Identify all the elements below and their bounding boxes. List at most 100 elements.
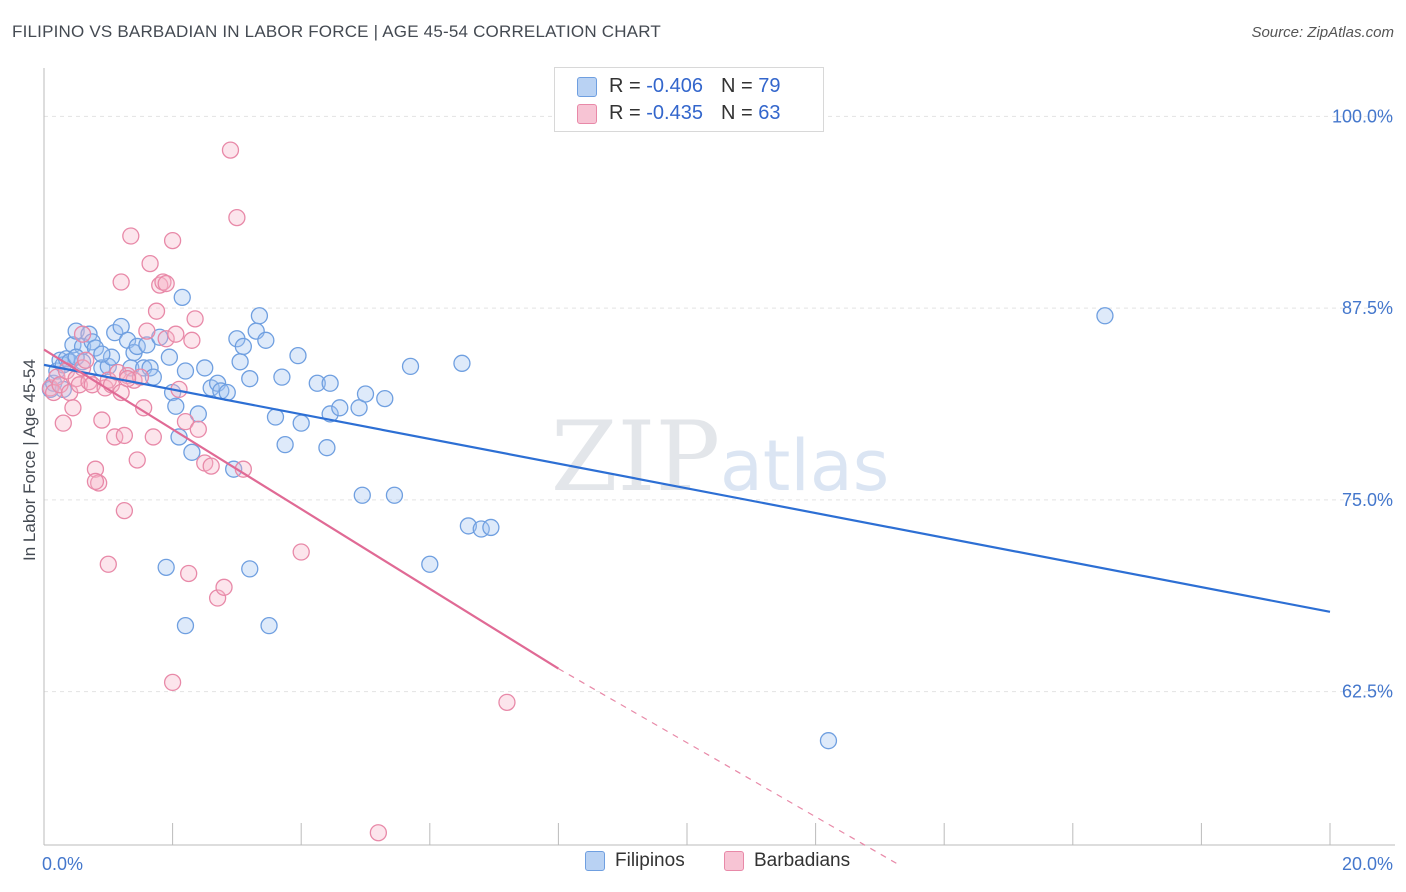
filipino-point	[106, 323, 124, 342]
barbadian-point	[135, 399, 153, 417]
barbadian-point	[176, 412, 195, 431]
y-tick-label: 62.5%	[1342, 682, 1393, 702]
barbadian-point	[202, 457, 220, 475]
barbadians-swatch	[577, 103, 597, 124]
filipino-point	[308, 374, 326, 392]
barbadian-point	[180, 564, 198, 583]
barbadian-point	[109, 363, 127, 382]
filipino-point	[401, 357, 420, 376]
filipino-point	[160, 348, 179, 366]
filipino-point	[93, 345, 111, 363]
filipino-point	[67, 348, 85, 366]
axes	[43, 68, 1395, 846]
barbadian-point	[138, 322, 156, 340]
barbadian-point	[144, 428, 162, 446]
barbadian-point	[228, 208, 246, 227]
n-value: 79	[758, 75, 781, 97]
barbadian-point	[118, 370, 137, 388]
filipino-point	[376, 389, 394, 408]
filipino-point	[241, 370, 259, 388]
barbadian-point	[167, 325, 185, 343]
barbadian-point	[208, 589, 227, 607]
filipino-point	[453, 354, 471, 372]
tick-labels: 62.5% 75.0% 87.5% 100.0% 0.0% 20.0%	[42, 106, 1393, 874]
barbadian-point	[292, 543, 310, 561]
chart-source: Source: ZipAtlas.com	[1251, 24, 1394, 41]
filipino-point	[176, 616, 195, 635]
filipino-point	[196, 359, 214, 377]
filipinos-swatch	[585, 850, 605, 871]
n-label: N =	[720, 75, 759, 97]
filipino-point	[353, 486, 371, 504]
barbadian-point	[64, 399, 82, 417]
barbadian-point	[157, 330, 175, 348]
trend-lines	[43, 348, 1331, 866]
filipino-point	[157, 558, 175, 576]
barbadians-trend-line	[43, 348, 559, 670]
barbadian-point	[128, 451, 146, 469]
filipino-point	[331, 399, 349, 417]
barbadian-point	[186, 310, 204, 328]
filipino-point	[250, 307, 269, 325]
r-label: R =	[609, 102, 647, 124]
barbadian-point	[369, 824, 388, 842]
barbadian-point	[189, 420, 207, 438]
legend-row-filipinos: R = -0.406 N = 79	[577, 75, 780, 99]
filipino-point	[421, 555, 439, 573]
filipino-point	[289, 347, 307, 365]
barbadian-point	[86, 472, 105, 491]
barbadian-point	[115, 426, 134, 445]
filipino-point	[318, 439, 336, 457]
filipinos-legend-label: Filipinos	[615, 850, 685, 871]
filipino-point	[321, 374, 339, 392]
filipino-point	[257, 331, 275, 349]
barbadian-point	[99, 555, 117, 573]
legend-row-barbadians: R = -0.435 N = 63	[577, 102, 780, 126]
barbadian-point	[115, 501, 134, 520]
barbadian-point	[93, 411, 111, 429]
barbadians-trend-extension	[558, 668, 900, 866]
x-tick-label: 20.0%	[1342, 854, 1393, 874]
filipino-point	[356, 385, 375, 403]
filipino-point	[167, 397, 185, 415]
filipino-point	[260, 616, 278, 635]
correlation-legend: R = -0.406 N = 79 R = -0.435 N = 63	[554, 67, 824, 132]
bottom-legend-barbadians: Barbadians	[724, 850, 850, 872]
barbadian-point	[73, 325, 92, 343]
barbadians-legend-label: Barbadians	[754, 850, 851, 871]
barbadian-point	[183, 331, 201, 349]
filipino-point	[189, 405, 207, 423]
watermark: ZIPatlas	[551, 401, 889, 513]
barbadian-point	[157, 274, 175, 293]
filipino-point	[173, 288, 191, 307]
filipino-point	[292, 414, 310, 432]
barbadian-point	[112, 273, 130, 291]
x-tick-label: 0.0%	[42, 854, 83, 874]
y-tick-label: 87.5%	[1342, 298, 1393, 318]
filipino-point	[273, 368, 291, 386]
filipino-point	[350, 399, 368, 417]
barbadian-point	[86, 460, 105, 478]
filipino-point	[459, 517, 478, 535]
bottom-legend-filipinos: Filipinos	[585, 850, 685, 872]
r-value: -0.435	[646, 102, 703, 124]
barbadian-point	[215, 578, 233, 596]
barbadian-point	[54, 414, 72, 432]
filipino-point	[176, 362, 195, 380]
filipinos-trend-line	[43, 363, 1331, 613]
n-label: N =	[720, 102, 759, 124]
chart-title: FILIPINO VS BARBADIAN IN LABOR FORCE | A…	[12, 22, 661, 41]
barbadian-point	[70, 376, 89, 394]
filipino-point	[234, 337, 252, 356]
filipino-point	[482, 518, 500, 537]
barbadian-point	[131, 368, 150, 386]
filipino-point	[1096, 307, 1114, 325]
filipino-point	[241, 560, 259, 578]
filipino-point	[138, 336, 156, 354]
barbadian-point	[151, 276, 169, 294]
r-label: R =	[609, 75, 647, 97]
filipino-point	[183, 443, 201, 461]
filipinos-points	[41, 288, 1114, 750]
filipino-point	[112, 317, 130, 336]
